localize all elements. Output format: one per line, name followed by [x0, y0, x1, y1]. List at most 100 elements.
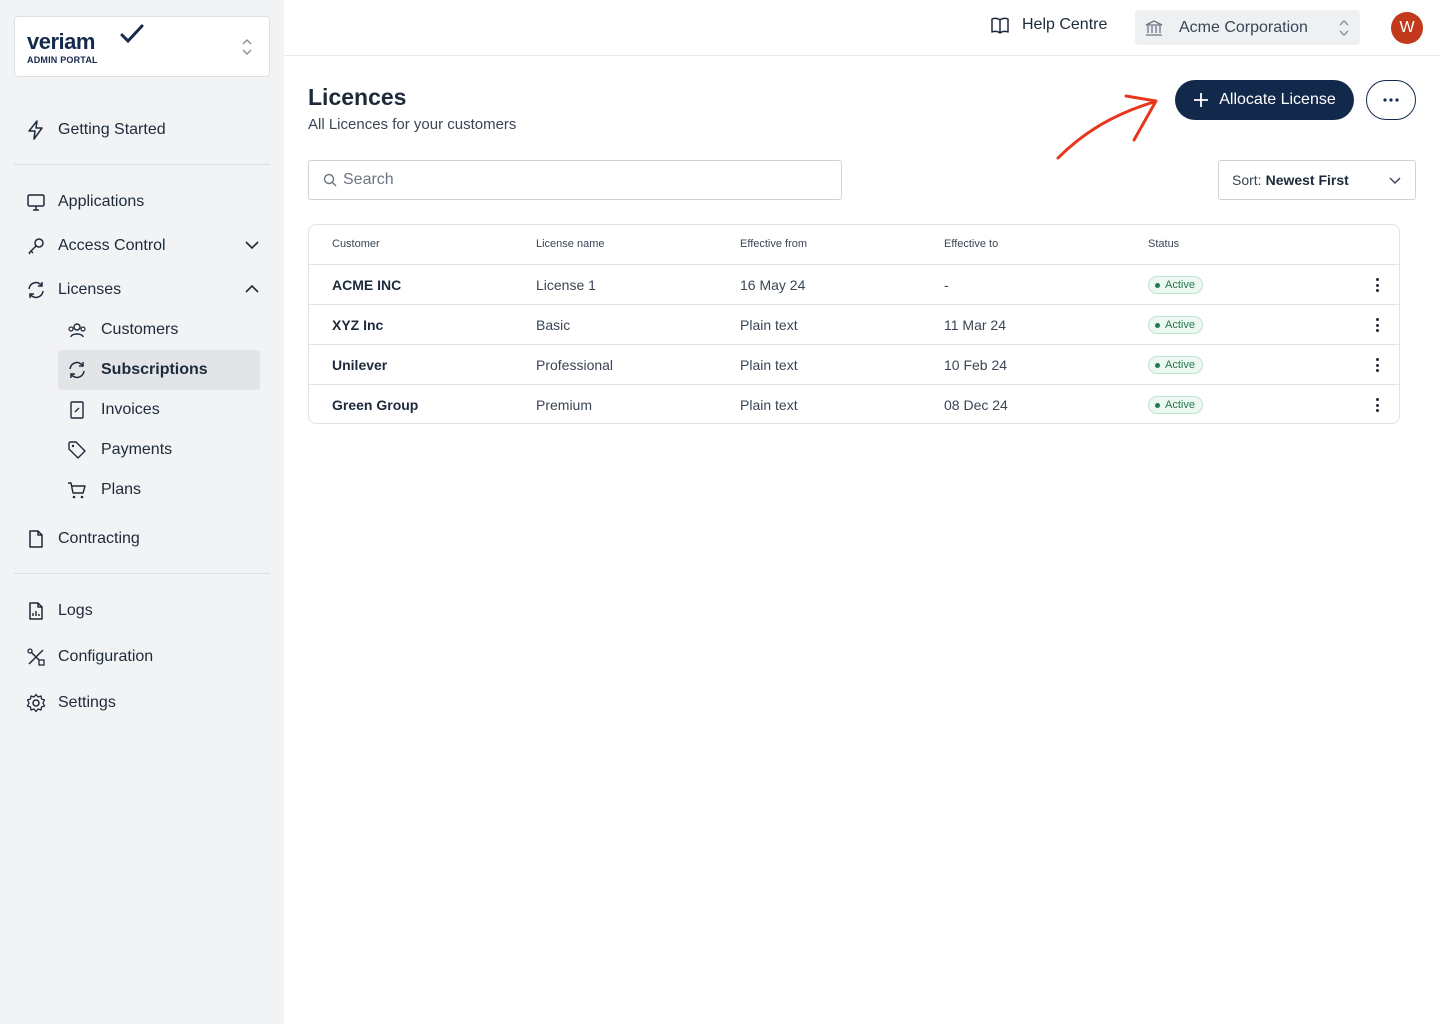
sidebar-item-licenses[interactable]: Licenses [24, 270, 264, 310]
plus-icon [1193, 92, 1209, 108]
license-name-cell: Professional [536, 357, 614, 373]
row-actions-button[interactable] [1371, 316, 1383, 334]
effective-from-cell: Plain text [740, 397, 798, 413]
sidebar-item-label: Configuration [58, 648, 154, 665]
organization-switcher[interactable]: Acme Corporation [1135, 10, 1360, 45]
help-centre-link[interactable]: Help Centre [990, 16, 1107, 34]
search-icon [323, 173, 337, 187]
effective-from-cell: Plain text [740, 357, 798, 373]
sidebar-subitem-label: Invoices [101, 401, 160, 418]
chevron-updown-icon [1339, 19, 1349, 37]
search-box[interactable] [308, 160, 842, 200]
status-dot-icon [1155, 362, 1160, 368]
effective-to-cell: 08 Dec 24 [944, 397, 1008, 413]
refresh-icon [24, 278, 48, 302]
allocate-license-label: Allocate License [1219, 91, 1336, 108]
invoice-icon [66, 399, 88, 421]
sidebar-item-label: Settings [58, 694, 116, 711]
status-label: Active [1165, 399, 1195, 411]
sidebar-item-settings[interactable]: Settings [24, 683, 264, 723]
table-row[interactable]: Unilever Professional Plain text 10 Feb … [309, 345, 1399, 385]
sidebar-subitem-subscriptions[interactable]: Subscriptions [58, 350, 260, 390]
brand-subtitle: ADMIN PORTAL [27, 55, 98, 65]
annotation-arrow-icon [1056, 94, 1158, 160]
allocate-license-button[interactable]: Allocate License [1175, 80, 1354, 120]
column-header-effective-from[interactable]: Effective from [740, 238, 808, 250]
license-name-cell: Premium [536, 397, 593, 413]
sidebar-item-access-control[interactable]: Access Control [24, 226, 264, 266]
table-row[interactable]: Green Group Premium Plain text 08 Dec 24… [309, 385, 1399, 425]
row-actions-button[interactable] [1371, 396, 1383, 414]
sidebar-item-label: Contracting [58, 530, 140, 547]
bank-icon [1145, 19, 1163, 37]
status-label: Active [1165, 319, 1195, 331]
sort-dropdown[interactable]: Sort: Newest First [1218, 160, 1416, 200]
column-header-license-name[interactable]: License name [536, 238, 605, 250]
customer-cell: Unilever [332, 357, 388, 373]
table-row[interactable]: XYZ Inc Basic Plain text 11 Mar 24 Activ… [309, 305, 1399, 345]
chevron-up-icon [245, 284, 259, 293]
column-header-customer[interactable]: Customer [332, 238, 380, 250]
status-label: Active [1165, 359, 1195, 371]
sidebar-subitem-customers[interactable]: Customers [58, 310, 260, 350]
chevron-down-icon [1389, 177, 1401, 184]
status-badge: Active [1148, 316, 1203, 334]
log-file-icon [24, 599, 48, 623]
sidebar-subitem-invoices[interactable]: Invoices [58, 390, 260, 430]
sidebar-item-label: Applications [58, 193, 145, 210]
sort-prefix: Sort: [1232, 172, 1262, 188]
customer-cell: Green Group [332, 397, 419, 413]
status-badge: Active [1148, 276, 1203, 294]
brand-logo: veriam [27, 29, 95, 54]
sidebar-item-configuration[interactable]: Configuration [24, 637, 264, 677]
status-dot-icon [1155, 282, 1160, 288]
row-actions-button[interactable] [1371, 356, 1383, 374]
page-subtitle: All Licences for your customers [308, 116, 517, 133]
table-row[interactable]: ACME INC License 1 16 May 24 - Active [309, 265, 1399, 305]
document-icon [24, 527, 48, 551]
key-icon [24, 234, 48, 258]
effective-from-cell: 16 May 24 [740, 277, 806, 293]
sidebar-item-logs[interactable]: Logs [24, 591, 264, 631]
column-header-effective-to[interactable]: Effective to [944, 238, 999, 250]
refresh-icon [66, 359, 88, 381]
more-options-button[interactable] [1366, 80, 1416, 120]
chevron-updown-icon [242, 38, 252, 56]
users-icon [66, 319, 88, 341]
effective-to-cell: 11 Mar 24 [944, 317, 1006, 333]
sidebar-item-applications[interactable]: Applications [24, 182, 264, 222]
sidebar-subitem-label: Plans [101, 481, 142, 498]
book-icon [990, 16, 1010, 34]
help-centre-label: Help Centre [1022, 16, 1108, 33]
workspace-switcher[interactable]: veriam ADMIN PORTAL [14, 16, 270, 77]
status-badge: Active [1148, 396, 1203, 414]
sidebar-subitem-plans[interactable]: Plans [58, 470, 260, 510]
sidebar: veriam ADMIN PORTAL Getting Started Appl… [0, 0, 284, 1024]
sidebar-item-label: Logs [58, 602, 93, 619]
ellipsis-icon [1383, 98, 1399, 102]
sidebar-subitem-payments[interactable]: Payments [58, 430, 260, 470]
customer-cell: ACME INC [332, 277, 402, 293]
row-actions-button[interactable] [1371, 276, 1383, 294]
column-header-status[interactable]: Status [1148, 238, 1180, 250]
search-input[interactable] [343, 171, 823, 189]
sidebar-item-contracting[interactable]: Contracting [24, 519, 264, 559]
effective-from-cell: Plain text [740, 317, 798, 333]
sidebar-subitem-label: Payments [101, 441, 173, 458]
table-header: Customer License name Effective from Eff… [309, 225, 1399, 265]
status-dot-icon [1155, 402, 1160, 408]
sidebar-item-getting-started[interactable]: Getting Started [24, 110, 264, 150]
monitor-icon [24, 190, 48, 214]
customer-cell: XYZ Inc [332, 317, 384, 333]
tag-icon [66, 439, 88, 461]
effective-to-cell: 10 Feb 24 [944, 357, 1008, 373]
status-label: Active [1165, 279, 1195, 291]
status-dot-icon [1155, 322, 1160, 328]
lightning-icon [24, 118, 48, 142]
avatar[interactable]: W [1391, 12, 1423, 44]
status-badge: Active [1148, 356, 1203, 374]
effective-to-cell: - [944, 277, 949, 293]
sidebar-item-label: Licenses [58, 281, 122, 298]
license-name-cell: License 1 [536, 277, 596, 293]
sidebar-item-label: Access Control [58, 237, 166, 254]
